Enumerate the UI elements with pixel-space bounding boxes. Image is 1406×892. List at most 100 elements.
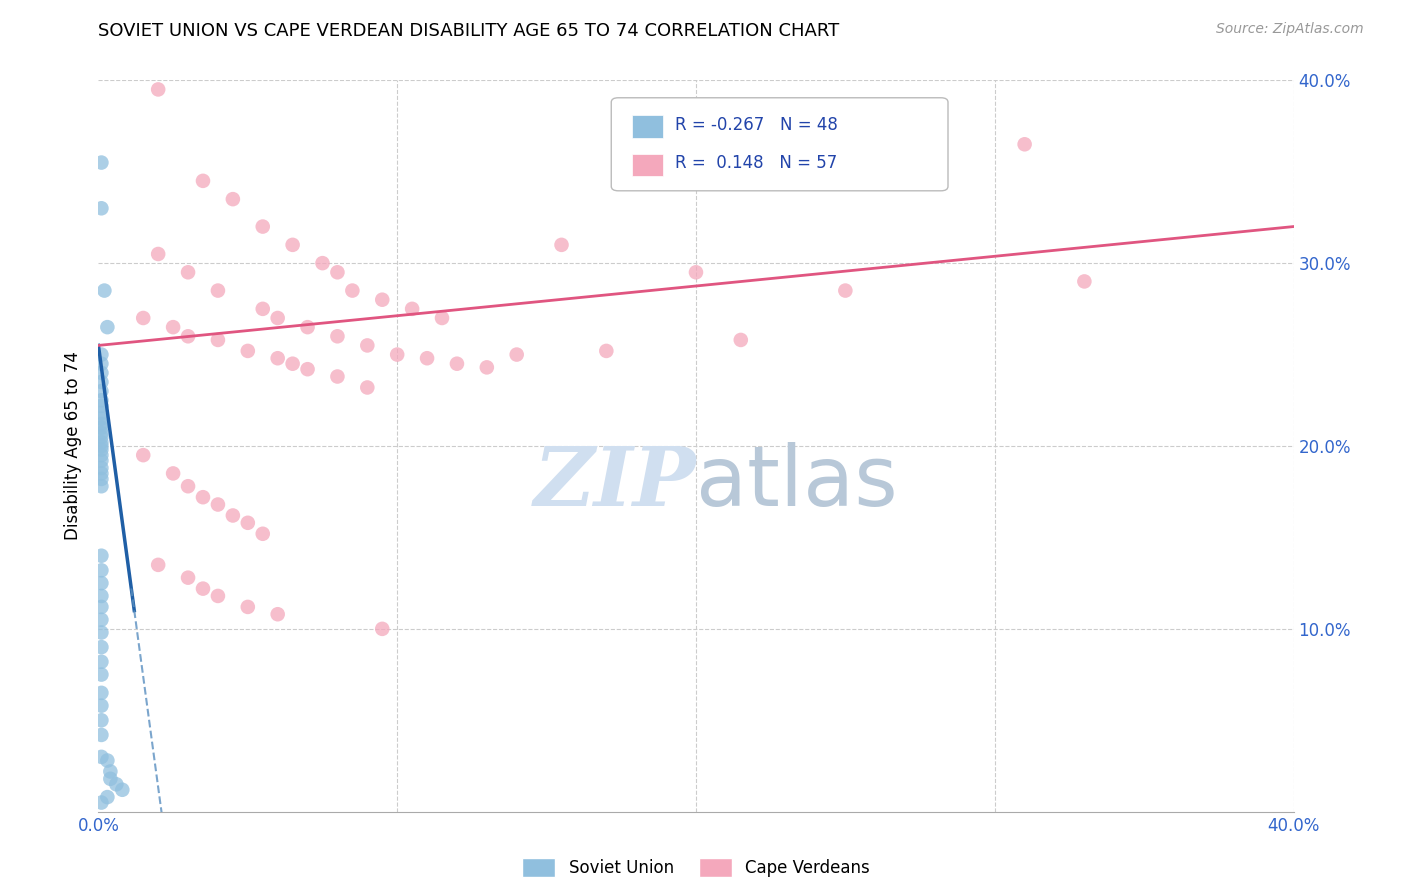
Point xyxy=(222,192,245,206)
Point xyxy=(236,343,259,358)
Point xyxy=(326,369,349,384)
Point xyxy=(90,375,112,389)
Point xyxy=(177,329,200,343)
Point xyxy=(177,571,200,585)
Point xyxy=(90,613,112,627)
Point xyxy=(90,442,112,457)
Point xyxy=(90,589,112,603)
Point xyxy=(90,714,112,728)
Point xyxy=(446,357,468,371)
Point xyxy=(267,311,290,326)
Point xyxy=(90,453,112,467)
Point xyxy=(90,640,112,655)
Point xyxy=(281,357,304,371)
Point xyxy=(148,558,170,572)
Point xyxy=(90,155,112,169)
Point xyxy=(90,421,112,435)
Point xyxy=(90,348,112,362)
Point xyxy=(96,790,118,805)
Point xyxy=(550,238,572,252)
Point xyxy=(148,247,170,261)
Point xyxy=(222,508,245,523)
Point xyxy=(416,351,439,366)
Point xyxy=(371,622,394,636)
Point xyxy=(90,479,112,493)
Point xyxy=(311,256,333,270)
Point xyxy=(90,472,112,486)
Point xyxy=(90,461,112,475)
Point xyxy=(430,311,453,326)
Point xyxy=(595,343,617,358)
Point xyxy=(267,607,290,622)
Point xyxy=(90,599,112,614)
Point xyxy=(191,582,214,596)
Point xyxy=(207,498,229,512)
Point xyxy=(90,357,112,371)
Point xyxy=(90,366,112,380)
Point xyxy=(281,238,304,252)
Point xyxy=(90,467,112,481)
Point xyxy=(356,338,378,352)
Point xyxy=(207,589,229,603)
Point xyxy=(326,329,349,343)
Point xyxy=(356,380,378,394)
Point xyxy=(132,448,155,462)
Point xyxy=(100,764,122,779)
Point xyxy=(162,467,184,481)
Point xyxy=(90,698,112,713)
Point xyxy=(96,754,118,768)
Point xyxy=(90,439,112,453)
Point xyxy=(90,399,112,413)
Point xyxy=(401,301,423,316)
Point xyxy=(90,655,112,669)
Point xyxy=(90,384,112,399)
Point xyxy=(385,348,409,362)
Point xyxy=(90,426,112,441)
Point xyxy=(1014,137,1036,152)
Point xyxy=(236,516,259,530)
Point xyxy=(506,348,529,362)
Point xyxy=(342,284,364,298)
Point xyxy=(326,265,349,279)
Point xyxy=(90,686,112,700)
Y-axis label: Disability Age 65 to 74: Disability Age 65 to 74 xyxy=(65,351,83,541)
Point xyxy=(834,284,856,298)
Point xyxy=(148,82,170,96)
Point xyxy=(177,265,200,279)
Point xyxy=(1073,275,1095,289)
Point xyxy=(90,563,112,577)
Point xyxy=(191,174,214,188)
Point xyxy=(236,599,259,614)
Point xyxy=(177,479,200,493)
Point xyxy=(252,526,274,541)
Point xyxy=(191,490,214,504)
Point xyxy=(90,749,112,764)
Point xyxy=(90,435,112,450)
Point xyxy=(111,782,134,797)
Point xyxy=(90,625,112,640)
Point xyxy=(371,293,394,307)
Text: atlas: atlas xyxy=(696,442,897,523)
Text: SOVIET UNION VS CAPE VERDEAN DISABILITY AGE 65 TO 74 CORRELATION CHART: SOVIET UNION VS CAPE VERDEAN DISABILITY … xyxy=(98,22,839,40)
Point xyxy=(90,576,112,591)
Point xyxy=(297,362,319,376)
Point xyxy=(90,667,112,681)
Point xyxy=(207,284,229,298)
Point xyxy=(730,333,752,347)
Point xyxy=(105,777,128,791)
Point xyxy=(90,406,112,420)
Text: ZIP: ZIP xyxy=(533,442,696,523)
Point xyxy=(267,351,290,366)
Text: R = -0.267   N = 48: R = -0.267 N = 48 xyxy=(675,116,838,134)
Point xyxy=(90,448,112,462)
Point xyxy=(90,417,112,431)
Point xyxy=(90,728,112,742)
Point xyxy=(90,202,112,216)
Point xyxy=(252,301,274,316)
Point xyxy=(90,430,112,444)
Legend: Soviet Union, Cape Verdeans: Soviet Union, Cape Verdeans xyxy=(515,851,877,884)
Point xyxy=(100,772,122,786)
Text: Source: ZipAtlas.com: Source: ZipAtlas.com xyxy=(1216,22,1364,37)
Point xyxy=(132,311,155,326)
Point xyxy=(252,219,274,234)
